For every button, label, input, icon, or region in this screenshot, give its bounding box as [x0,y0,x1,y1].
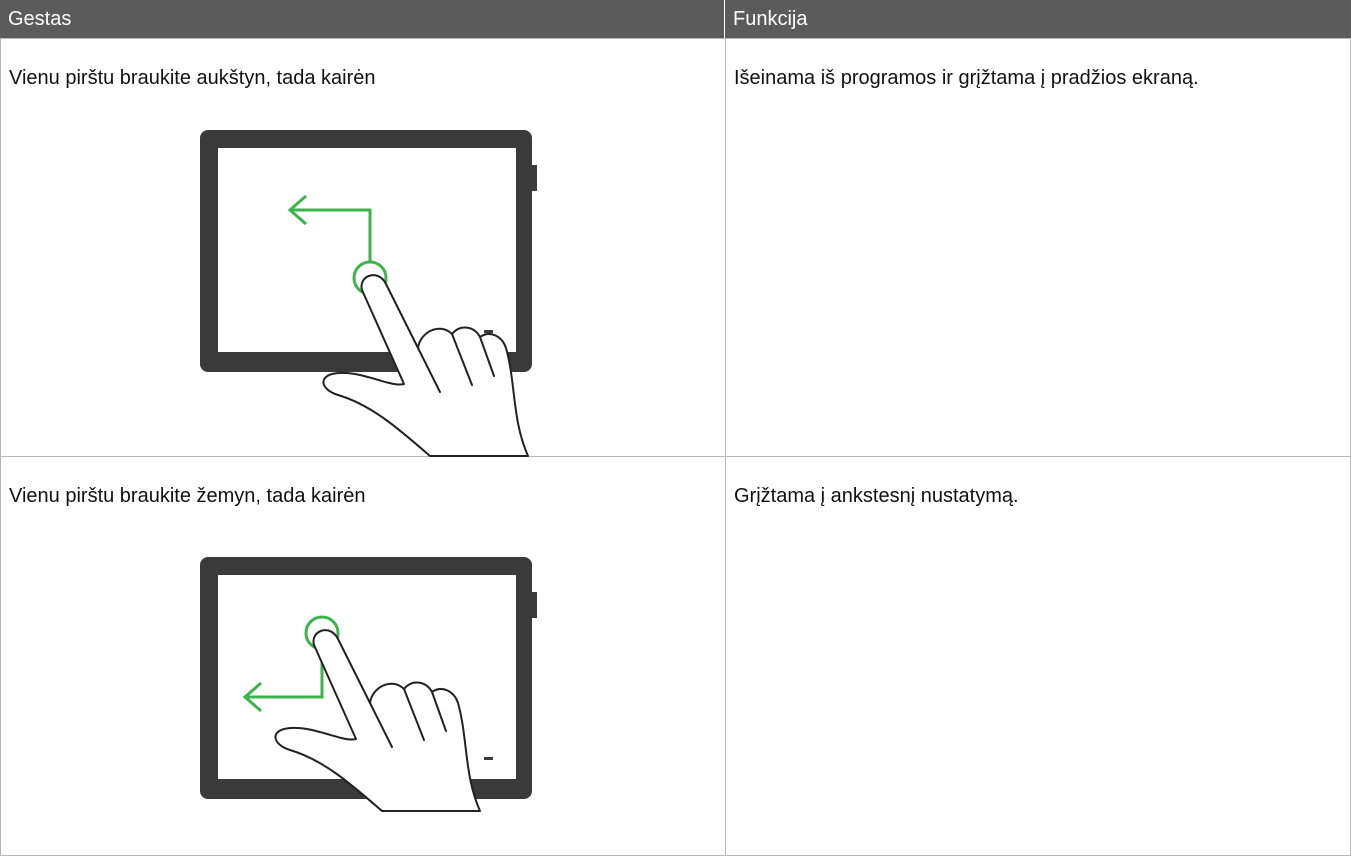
cell-text: Išeinama iš programos ir grįžtama į prad… [734,67,1199,89]
cell-text: Vienu pirštu braukite aukštyn, tada kair… [9,67,376,89]
cell-text: Grįžtama į ankstesnį nustatymą. [734,485,1019,507]
header-cell: Funkcija [725,0,1351,38]
header-cell: Gestas [0,0,725,38]
gesture-illustration [200,130,537,457]
cell-text: Vienu pirštu braukite žemyn, tada kairėn [9,485,366,507]
gesture-illustration [200,557,537,812]
